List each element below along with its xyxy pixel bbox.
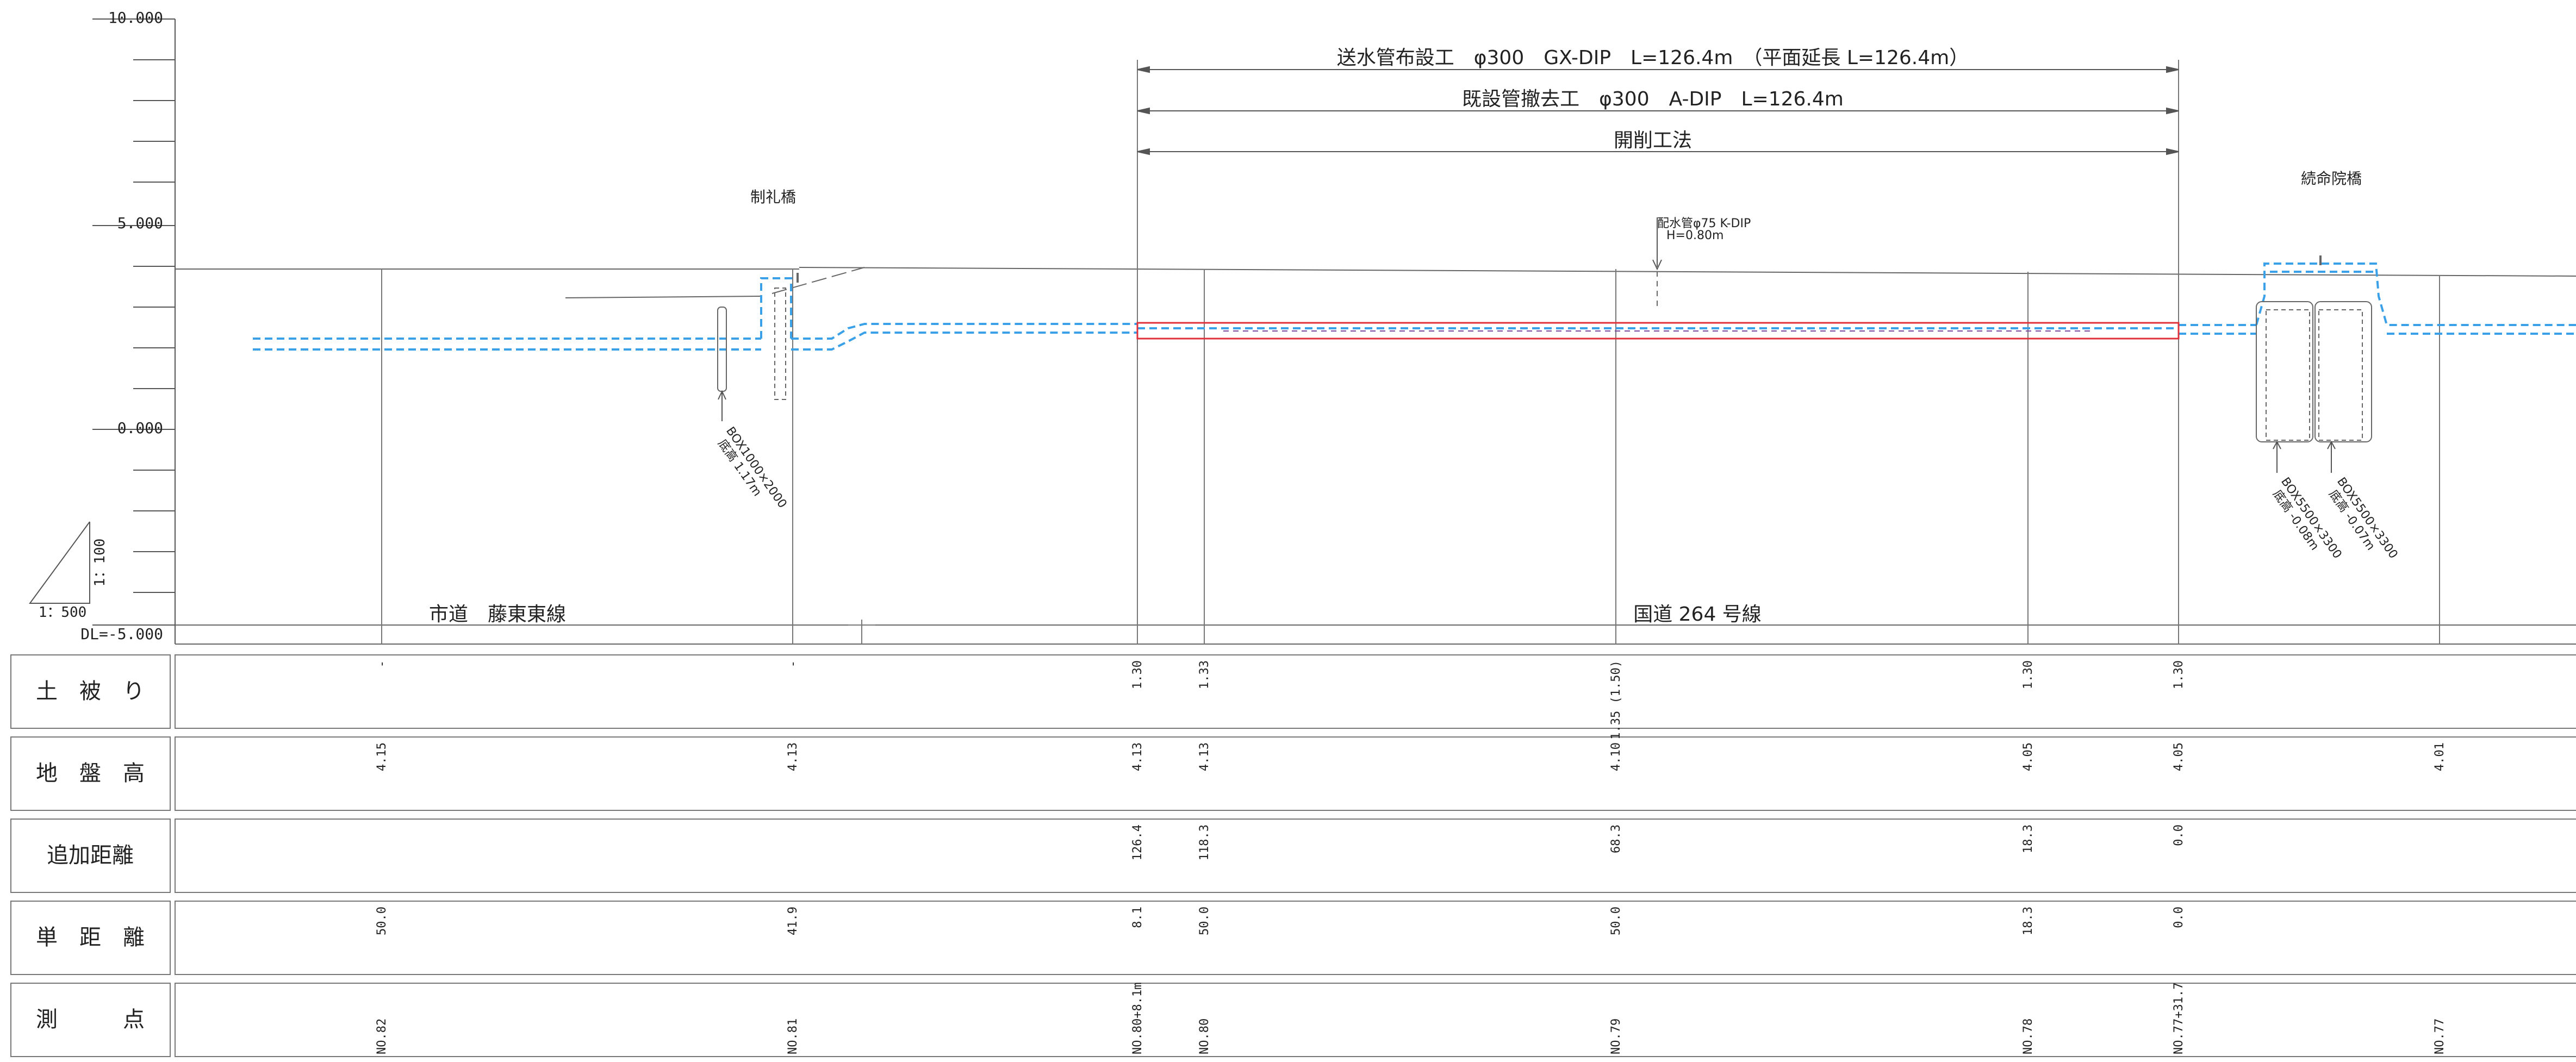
- cumulative-value: 0.0: [2172, 824, 2186, 846]
- cover-value: 1.33: [1198, 660, 1211, 689]
- station-value: NO.82: [375, 1019, 389, 1054]
- row-label-station: 測 点: [36, 1007, 145, 1032]
- ground-value: 4.13: [1198, 742, 1211, 771]
- station-value: NO.78: [2021, 1019, 2035, 1054]
- row-label-cumulative: 追加距離: [47, 843, 134, 868]
- station-value: NO.80: [1198, 1019, 1211, 1054]
- single-value: 18.3: [2021, 907, 2035, 935]
- ground-value: 4.10: [1609, 742, 1623, 771]
- ground-value: 4.13: [786, 742, 800, 771]
- single-value: 8.1: [1131, 907, 1144, 928]
- cover-value: -: [786, 660, 800, 667]
- single-value: 50.0: [375, 907, 389, 935]
- scale-horizontal: 1：500: [39, 604, 87, 621]
- station-value: NO.77+31.7: [2172, 983, 2186, 1054]
- ground-value: 4.01: [2433, 742, 2447, 771]
- row-label-ground: 地 盤 高: [36, 761, 145, 786]
- cumulative-value: 126.4: [1131, 824, 1144, 860]
- dimension-lines: [1137, 66, 2179, 155]
- ground-value: 4.05: [2021, 742, 2035, 771]
- station-value: NO.77: [2433, 1019, 2447, 1054]
- bridge-right-label: 続命院橋: [2301, 170, 2362, 188]
- road-right-label: 国道 264 号線: [1633, 603, 1762, 626]
- road-left-label: 市道 藤東東線: [429, 603, 566, 626]
- ground-value: 4.13: [1131, 742, 1144, 771]
- single-value: 50.0: [1609, 907, 1623, 935]
- y-label-5: 5.000: [117, 214, 163, 232]
- table-values: - 4.15 50.0 NO.82 - 4.13 41.9 NO.81 1.30 4.13 126.…: [375, 660, 2447, 1054]
- dimension-line-2: 既設管撤去工 φ300 A-DIP L=126.4m: [1462, 88, 1844, 110]
- pipe-note-line2: H=0.80m: [1666, 229, 1723, 242]
- cover-value: 1.30: [2172, 660, 2186, 689]
- cover-value: 1.30: [1131, 660, 1144, 689]
- station-lines: [381, 60, 2440, 644]
- y-axis: [92, 18, 176, 644]
- cumulative-value: 68.3: [1609, 824, 1623, 853]
- scale-triangle: [29, 521, 90, 604]
- ground-lines: [175, 267, 2576, 645]
- culvert-boxes: [717, 242, 2372, 442]
- ground-value: 4.15: [375, 742, 389, 771]
- y-label-dl: DL=-5.000: [80, 625, 163, 643]
- station-value: NO.80+8.1m: [1131, 983, 1144, 1054]
- station-value: NO.79: [1609, 1019, 1623, 1054]
- existing-pipes: [253, 263, 2576, 351]
- pipe-note-line1: 配水管φ75 K-DIP: [1657, 217, 1751, 230]
- row-label-cover: 土 被 り: [36, 679, 145, 704]
- data-table: [10, 654, 2576, 1057]
- station-value: NO.81: [786, 1019, 800, 1054]
- y-label-10: 10.000: [108, 9, 163, 27]
- single-value: 50.0: [1198, 907, 1211, 935]
- box-right-leaders: [2273, 440, 2336, 473]
- dimension-line-1: 送水管布設工 φ300 GX-DIP L=126.4m （平面延長 L=126.…: [1337, 47, 1969, 69]
- scale-vertical: 1：100: [92, 539, 108, 587]
- cover-value: 1.30: [2021, 660, 2035, 689]
- single-value: 0.0: [2172, 907, 2186, 928]
- box-left-leader: [718, 390, 726, 421]
- new-pipe: [1136, 322, 2180, 340]
- cover-value: 1.35 (1.50): [1609, 660, 1623, 740]
- cumulative-value: 18.3: [2021, 824, 2035, 853]
- row-label-single: 単 距 離: [36, 925, 145, 950]
- cover-value: -: [375, 660, 389, 667]
- dimension-line-3: 開削工法: [1614, 129, 1692, 152]
- y-label-0: 0.000: [117, 419, 163, 437]
- pipe-note-arrow: [1652, 217, 1662, 271]
- ground-value: 4.05: [2172, 742, 2186, 771]
- cumulative-value: 118.3: [1198, 824, 1211, 860]
- bridge-left-label: 制礼橋: [750, 188, 796, 206]
- single-value: 41.9: [786, 907, 800, 935]
